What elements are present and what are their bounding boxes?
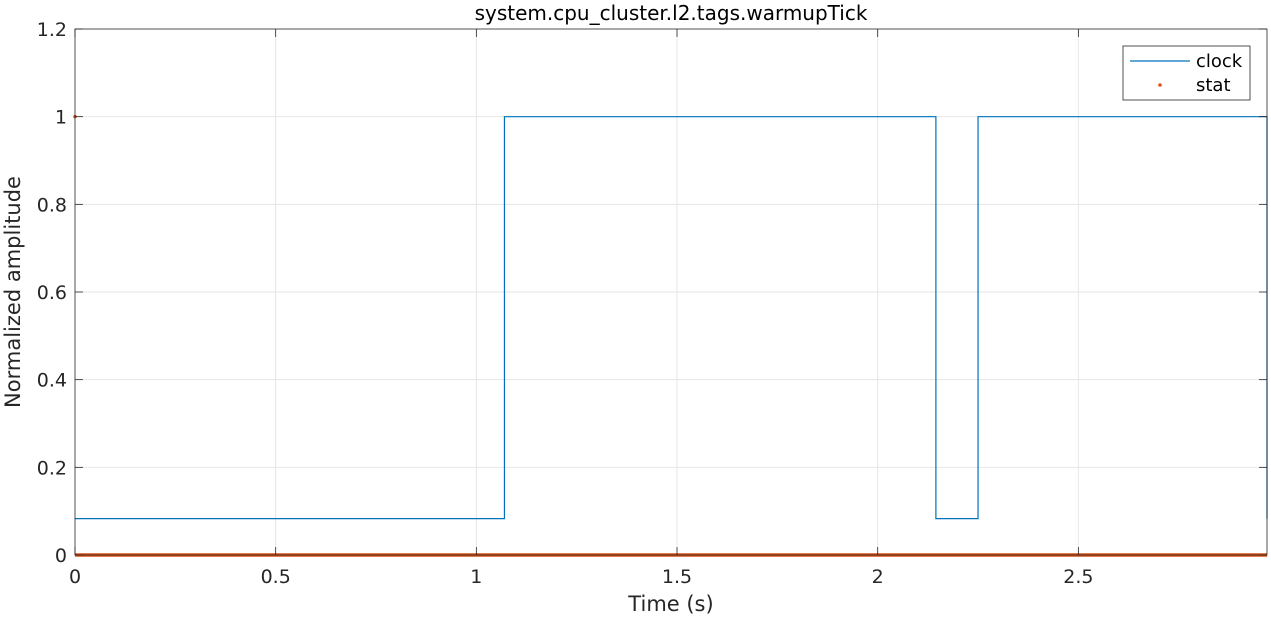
legend-clock-label: clock — [1196, 51, 1243, 72]
series-clock-line — [75, 116, 1268, 520]
x-tick-label: 2.5 — [1063, 566, 1093, 588]
legend-stat-label: stat — [1196, 75, 1231, 96]
y-tick-label: 0.2 — [37, 457, 67, 479]
y-tick-label: 0.8 — [37, 194, 67, 216]
x-tick-label: 0.5 — [261, 566, 291, 588]
x-tick-label: 1 — [470, 566, 482, 588]
x-tick-label: 0 — [69, 566, 81, 588]
y-tick-label: 0 — [55, 545, 67, 567]
x-tick-label: 2 — [872, 566, 884, 588]
y-tick-label: 0.6 — [37, 282, 67, 304]
legend: clock stat — [1122, 45, 1251, 101]
legend-stat-swatch — [1158, 83, 1162, 87]
y-tick-label: 1.2 — [37, 19, 67, 41]
axes: 0 0.5 1 1.5 2 2.5 0 0.2 0.4 0.6 0.8 1 1.2 — [37, 19, 1267, 588]
chart-title: system.cpu_cluster.l2.tags.warmupTick — [475, 1, 868, 25]
x-tick-label: 1.5 — [662, 566, 692, 588]
y-tick-label: 0.4 — [37, 370, 67, 392]
y-axis-label: Normalized amplitude — [1, 176, 25, 408]
legend-box — [1122, 45, 1251, 101]
x-axis-label: Time (s) — [627, 592, 713, 616]
y-tick-label: 1 — [55, 107, 67, 129]
